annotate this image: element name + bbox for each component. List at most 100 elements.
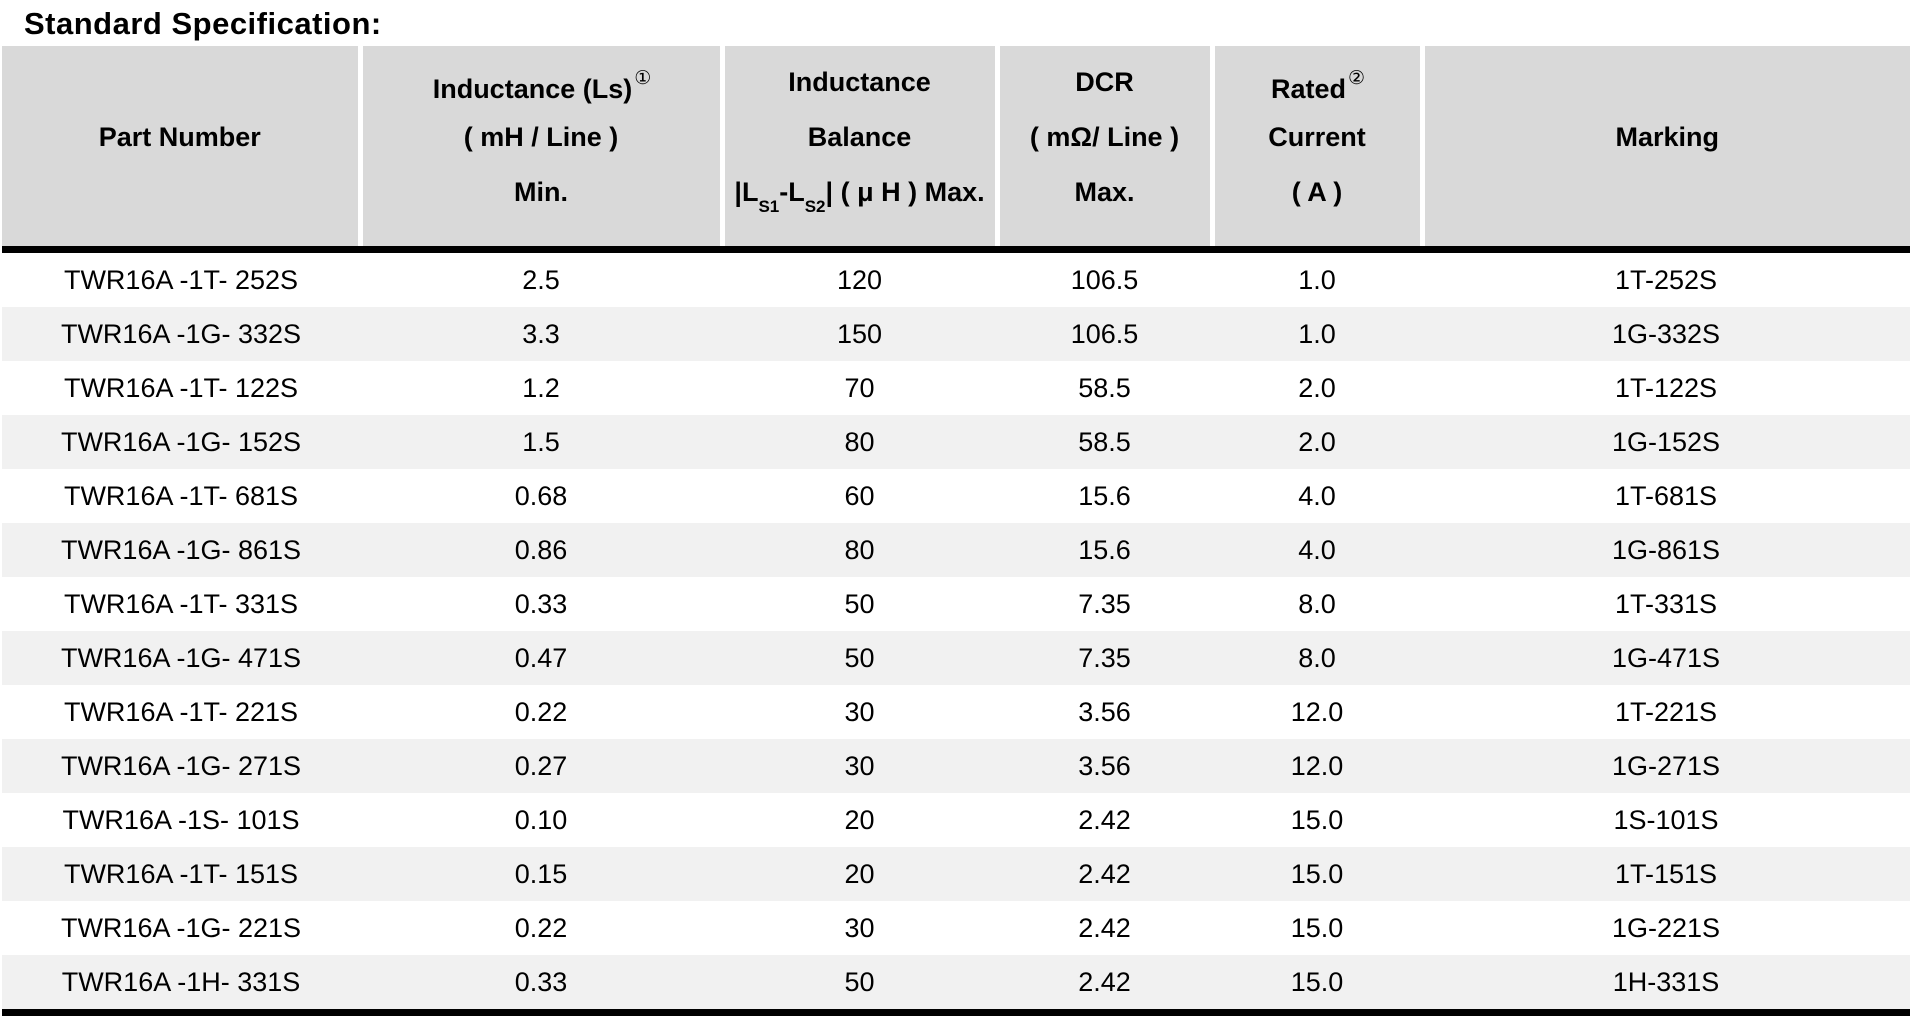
- cell-part-number: TWR16A -1G- 221S: [60, 912, 302, 943]
- cell-balance: 80: [844, 426, 875, 457]
- cell-rated-current: 12.0: [1290, 750, 1344, 781]
- cell-marking: 1G-152S: [1611, 426, 1721, 457]
- cell-dcr: 7.35: [1078, 642, 1131, 673]
- cell-dcr: 106.5: [1070, 318, 1139, 349]
- cell-dcr: 3.56: [1078, 750, 1131, 781]
- cell-marking: 1G-271S: [1611, 750, 1721, 781]
- spec-table: Part Number Inductance (Ls) ① ( mH / Line…: [2, 46, 1910, 1016]
- balance-formula: |LS1-LS2| ( μ H ) Max.: [734, 176, 985, 216]
- cell-dcr: 7.35: [1078, 588, 1131, 619]
- cell-part-number: TWR16A -1G- 152S: [60, 426, 302, 457]
- cell-inductance: 1.5: [522, 426, 560, 457]
- cell-balance: 30: [844, 696, 875, 727]
- cell-balance: 50: [844, 966, 875, 997]
- cell-inductance: 0.86: [514, 534, 568, 565]
- cell-marking: 1T-252S: [1614, 264, 1718, 295]
- spec-table-body: TWR16A -1T- 252S 2.5 120 106.5 1.0 1T-25…: [2, 249, 1910, 1013]
- cell-inductance: 2.5: [522, 264, 560, 295]
- balance-label-line1: Inductance: [788, 66, 931, 97]
- footnote-2-marker: ②: [1347, 67, 1366, 89]
- cell-balance: 70: [844, 372, 875, 403]
- cell-inductance: 0.33: [514, 588, 568, 619]
- part-number-label: Part Number: [98, 121, 261, 152]
- cell-rated-current: 15.0: [1290, 966, 1344, 997]
- cell-rated-current: 4.0: [1298, 480, 1336, 511]
- cell-dcr: 2.42: [1078, 858, 1131, 889]
- inductance-label: Inductance (Ls) ①: [432, 67, 652, 104]
- cell-rated-current: 8.0: [1298, 642, 1336, 673]
- cell-part-number: TWR16A -1T- 122S: [63, 372, 299, 403]
- cell-rated-current: 1.0: [1298, 318, 1336, 349]
- current-label: Current: [1268, 121, 1366, 152]
- col-header-part-number: Part Number: [2, 46, 360, 250]
- cell-inductance: 0.22: [514, 696, 568, 727]
- cell-rated-current: 4.0: [1298, 534, 1336, 565]
- cell-part-number: TWR16A -1T- 252S: [63, 264, 299, 295]
- dcr-qualifier: Max.: [1074, 176, 1135, 207]
- cell-marking: 1T-681S: [1614, 480, 1718, 511]
- cell-rated-current: 8.0: [1298, 588, 1336, 619]
- cell-dcr: 15.6: [1078, 480, 1131, 511]
- cell-dcr: 106.5: [1070, 264, 1139, 295]
- cell-dcr: 2.42: [1078, 966, 1131, 997]
- marking-label: Marking: [1615, 121, 1720, 152]
- table-row: TWR16A -1G- 861S 0.86 80 15.6 4.0 1G-861…: [2, 523, 1910, 577]
- table-row: TWR16A -1S- 101S 0.10 20 2.42 15.0 1S-10…: [2, 793, 1910, 847]
- col-header-rated-current: Rated ② Current ( A ): [1209, 46, 1422, 250]
- cell-part-number: TWR16A -1H- 331S: [61, 966, 301, 997]
- table-row: TWR16A -1G- 332S 3.3 150 106.5 1.0 1G-33…: [2, 307, 1910, 361]
- cell-balance: 30: [844, 750, 875, 781]
- cell-marking: 1G-471S: [1611, 642, 1721, 673]
- cell-part-number: TWR16A -1S- 101S: [62, 804, 300, 835]
- cell-marking: 1G-332S: [1611, 318, 1721, 349]
- subscript-s1: S1: [758, 196, 780, 216]
- cell-balance: 150: [836, 318, 883, 349]
- cell-marking: 1S-101S: [1613, 804, 1719, 835]
- cell-balance: 50: [844, 588, 875, 619]
- page-title: Standard Specification:: [24, 6, 382, 41]
- footnote-1-marker: ①: [634, 67, 652, 89]
- inductance-unit: ( mH / Line ): [463, 121, 619, 152]
- cell-dcr: 2.42: [1078, 912, 1131, 943]
- cell-part-number: TWR16A -1G- 271S: [60, 750, 302, 781]
- table-row: TWR16A -1G- 271S 0.27 30 3.56 12.0 1G-27…: [2, 739, 1910, 793]
- col-header-dcr: DCR ( mΩ/ Line ) Max.: [994, 46, 1212, 250]
- cell-rated-current: 15.0: [1290, 858, 1344, 889]
- cell-inductance: 0.47: [514, 642, 568, 673]
- cell-rated-current: 1.0: [1298, 264, 1336, 295]
- table-row: TWR16A -1T- 331S 0.33 50 7.35 8.0 1T-331…: [2, 577, 1910, 631]
- cell-inductance: 0.33: [514, 966, 568, 997]
- cell-balance: 60: [844, 480, 875, 511]
- table-row: TWR16A -1H- 331S 0.33 50 2.42 15.0 1H-33…: [2, 955, 1910, 1013]
- cell-part-number: TWR16A -1T- 331S: [63, 588, 299, 619]
- cell-part-number: TWR16A -1G- 471S: [60, 642, 302, 673]
- table-row: TWR16A -1T- 221S 0.22 30 3.56 12.0 1T-22…: [2, 685, 1910, 739]
- cell-dcr: 3.56: [1078, 696, 1131, 727]
- table-row: TWR16A -1G- 152S 1.5 80 58.5 2.0 1G-152S: [2, 415, 1910, 469]
- cell-marking: 1T-331S: [1614, 588, 1718, 619]
- inductance-qualifier: Min.: [514, 176, 568, 207]
- cell-part-number: TWR16A -1T- 681S: [63, 480, 299, 511]
- cell-marking: 1G-861S: [1611, 534, 1721, 565]
- cell-rated-current: 15.0: [1290, 804, 1344, 835]
- balance-label-line2: Balance: [807, 121, 912, 152]
- cell-dcr: 58.5: [1078, 426, 1131, 457]
- table-row: TWR16A -1T- 122S 1.2 70 58.5 2.0 1T-122S: [2, 361, 1910, 415]
- cell-balance: 20: [844, 804, 875, 835]
- table-row: TWR16A -1G- 221S 0.22 30 2.42 15.0 1G-22…: [2, 901, 1910, 955]
- table-row: TWR16A -1T- 151S 0.15 20 2.42 15.0 1T-15…: [2, 847, 1910, 901]
- cell-inductance: 0.22: [514, 912, 568, 943]
- current-unit: ( A ): [1291, 176, 1343, 207]
- cell-dcr: 58.5: [1078, 372, 1131, 403]
- header-row: Part Number Inductance (Ls) ① ( mH / Line…: [2, 46, 1910, 250]
- cell-inductance: 0.15: [514, 858, 568, 889]
- cell-inductance: 0.27: [514, 750, 568, 781]
- rated-label: Rated ②: [1270, 67, 1366, 104]
- cell-dcr: 15.6: [1078, 534, 1131, 565]
- cell-marking: 1H-331S: [1612, 966, 1720, 997]
- cell-rated-current: 12.0: [1290, 696, 1344, 727]
- cell-balance: 20: [844, 858, 875, 889]
- cell-balance: 80: [844, 534, 875, 565]
- cell-marking: 1T-151S: [1614, 858, 1718, 889]
